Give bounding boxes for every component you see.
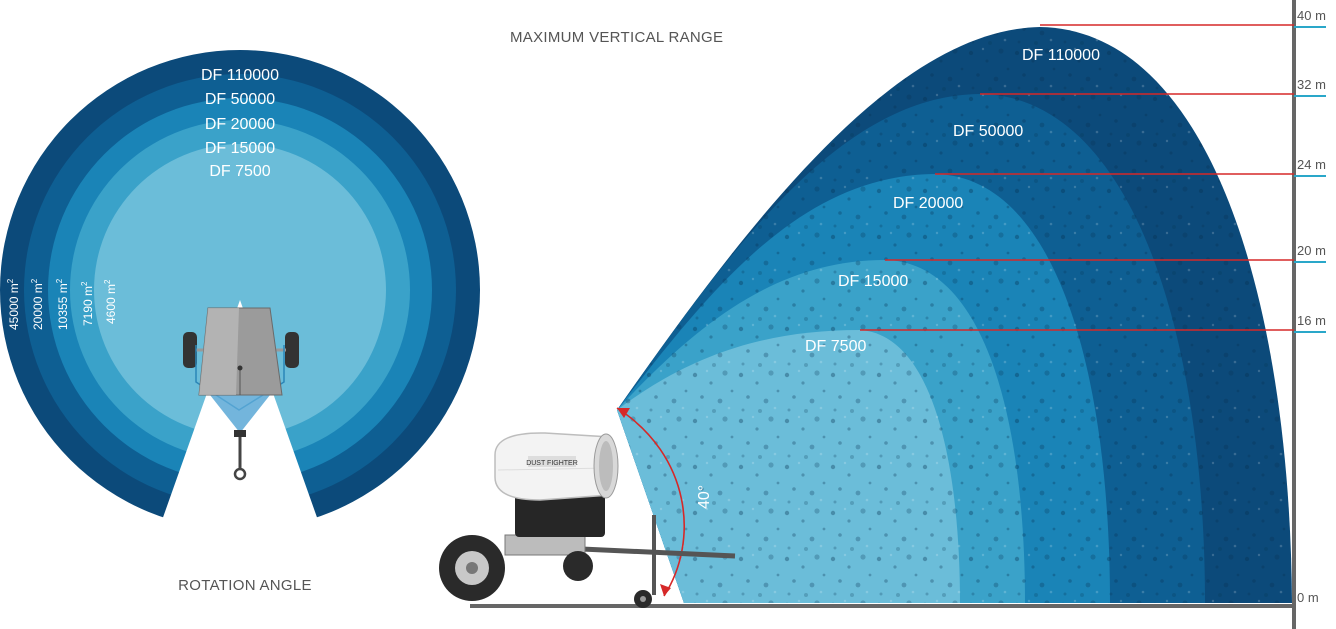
tick-label-40m: 40 m [1297,8,1326,23]
plume-label-df-50000: DF 50000 [953,123,1023,140]
machine-brand-label: DUST FIGHTER [526,460,578,467]
machine-top-view [183,307,299,481]
plume-label-df-15000: DF 15000 [838,273,908,290]
plume-label-df-7500: DF 7500 [805,338,866,355]
tick-label-24m: 24 m [1297,157,1326,172]
ring-label-df-15000: DF 15000 [205,140,275,157]
dust-fighter-machine: DUST FIGHTER [439,432,736,608]
area-label-df-7500: 4600 m2 [103,279,118,324]
height-markers: 40 m 32 m 24 m 20 m 16 m 0 m [860,8,1326,605]
area-labels: 45000 m2 20000 m2 10355 m2 7190 m2 4600 … [6,278,118,330]
ring-label-df-20000: DF 20000 [205,116,275,133]
angle-label: 40° [696,485,713,509]
vertical-range-title: MAXIMUM VERTICAL RANGE [510,29,723,46]
area-label-df-110000: 45000 m2 [6,278,21,330]
area-label-df-50000: 20000 m2 [30,278,45,330]
tick-label-32m: 32 m [1297,77,1326,92]
ring-label-df-7500: DF 7500 [209,163,270,180]
tick-label-20m: 20 m [1297,243,1326,258]
ring-label-df-50000: DF 50000 [205,91,275,108]
rotation-view: DF 110000 DF 50000 DF 20000 DF 15000 DF … [0,50,480,594]
area-label-df-20000: 10355 m2 [55,278,70,330]
tick-label-16m: 16 m [1297,313,1326,328]
vertical-view: 40 m 32 m 24 m 20 m 16 m 0 m DF 110000 D… [439,0,1326,629]
ring-label-df-110000: DF 110000 [201,67,279,84]
rotation-angle-title: ROTATION ANGLE [178,577,312,594]
tick-label-0m: 0 m [1297,590,1319,605]
plume-label-df-110000: DF 110000 [1022,47,1100,64]
angle-arc [616,407,685,597]
plume-label-df-20000: DF 20000 [893,195,963,212]
area-label-df-15000: 7190 m2 [80,281,95,326]
ring-df-7500 [94,144,386,436]
